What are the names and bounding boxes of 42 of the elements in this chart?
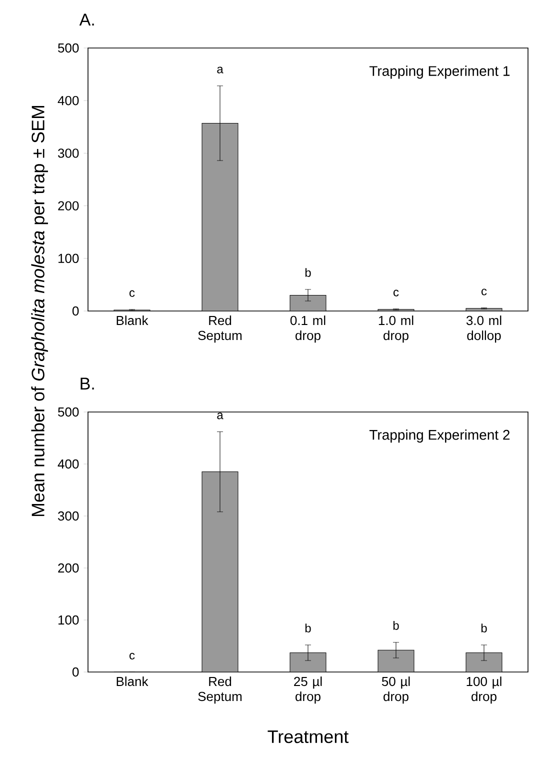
x-tick-label: Blank xyxy=(116,676,148,686)
chart-title: A. xyxy=(79,14,94,26)
y-tick-label: 200 xyxy=(58,563,79,573)
y-tick-label: 500 xyxy=(58,43,79,53)
annotation: b xyxy=(481,624,487,632)
y-tick-label: 400 xyxy=(58,459,79,469)
annotation: a xyxy=(217,412,224,420)
annotation: b xyxy=(305,624,311,632)
y-tick-label: 100 xyxy=(58,615,79,625)
annotation: Trapping Experiment 2 xyxy=(369,430,510,443)
annotation: c xyxy=(482,288,487,296)
annotation: b xyxy=(393,621,399,630)
y-tick-label: 300 xyxy=(58,511,79,521)
x-tick-label: Blank xyxy=(116,316,148,326)
annotation: c xyxy=(394,290,399,296)
y-tick-label: 500 xyxy=(58,407,79,417)
annotation: b xyxy=(305,268,311,277)
x-tick-label: 3.0 ml dollop xyxy=(466,316,502,343)
y-tick-label: 300 xyxy=(58,148,79,158)
x-tick-label: 50 µl drop xyxy=(382,676,410,704)
annotation: c xyxy=(130,652,135,660)
x-tick-label: 25 µl drop xyxy=(294,676,322,704)
y-tick-label: 0 xyxy=(72,306,79,316)
x-tick-label: Red Septum xyxy=(198,316,242,343)
y-tick-label: 400 xyxy=(58,96,79,106)
y-tick-label: 100 xyxy=(58,254,79,263)
annotation: a xyxy=(217,66,224,74)
chart-title: B. xyxy=(80,378,94,390)
annotation: Trapping Experiment 1 xyxy=(369,66,510,79)
x-tick-label: Red Septum xyxy=(198,676,242,704)
x-tick-label: 1.0 ml drop xyxy=(378,316,414,343)
x-tick-label: 100 µl drop xyxy=(466,676,502,704)
bar xyxy=(466,652,502,672)
y-tick-label: 0 xyxy=(72,667,79,677)
x-tick-label: 0.1 ml drop xyxy=(290,316,326,343)
bar xyxy=(202,472,238,672)
x-axis-title: Treatment xyxy=(268,730,349,744)
y-axis-title: Mean number of Grapholita molesta per trap ± SEM xyxy=(31,106,48,516)
bar xyxy=(378,650,414,672)
bar xyxy=(290,652,326,672)
annotation: c xyxy=(130,290,135,297)
y-tick-label: 200 xyxy=(58,201,79,210)
